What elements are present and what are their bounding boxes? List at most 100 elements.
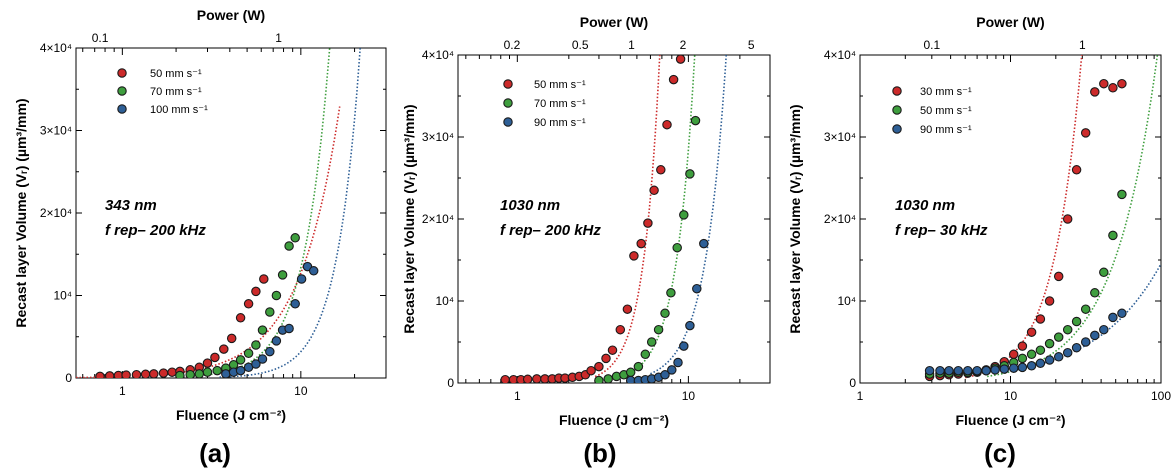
data-point: [981, 365, 991, 376]
data-point: [1080, 337, 1091, 347]
data-point: [963, 365, 973, 376]
data-point: [924, 365, 935, 376]
data-point: [643, 218, 653, 228]
data-point: [1108, 83, 1118, 93]
data-point: [1062, 214, 1073, 224]
data-point: [1026, 349, 1037, 360]
legend-marker: [892, 105, 902, 115]
y-tick-label: 4×10⁴: [824, 48, 856, 62]
data-point: [265, 346, 275, 357]
data-point: [235, 365, 246, 376]
data-point: [1017, 341, 1028, 351]
top-tick-label: 2: [680, 38, 687, 52]
x-tick-label: 10: [1004, 389, 1018, 403]
y-tick-label: 3×10⁴: [824, 130, 856, 144]
panel-letter: (a): [199, 438, 231, 468]
data-point: [1053, 332, 1064, 342]
data-point: [149, 369, 159, 378]
annotation-wavelength: 1030 nm: [895, 197, 955, 214]
data-point: [257, 325, 268, 335]
data-point: [990, 365, 1000, 375]
data-point: [1026, 361, 1037, 371]
data-point: [210, 352, 220, 363]
data-point: [131, 369, 142, 378]
legend-marker: [503, 98, 513, 108]
data-point: [1044, 296, 1055, 306]
data-point: [1071, 316, 1082, 327]
annotation-rep-rate: f rep– 30 kHz: [895, 222, 988, 239]
data-point: [1071, 165, 1082, 175]
data-point: [685, 320, 695, 331]
data-point: [1053, 271, 1064, 282]
data-point: [1044, 338, 1055, 349]
x-axis-title: Fluence (J cm⁻²): [176, 407, 286, 423]
data-point: [935, 365, 945, 376]
data-point: [1035, 345, 1046, 355]
y-tick-label: 10⁴: [435, 294, 454, 308]
data-point: [1035, 358, 1046, 369]
data-point: [675, 55, 686, 64]
data-point: [175, 370, 185, 378]
data-point: [1008, 363, 1019, 373]
data-point: [1108, 230, 1118, 241]
legend-label: 50 mm s⁻¹: [150, 68, 202, 80]
legend-label: 70 mm s⁻¹: [534, 98, 586, 110]
y-tick-label: 0: [447, 376, 454, 390]
data-point: [219, 344, 229, 354]
y-tick-label: 4×10⁴: [422, 48, 454, 62]
data-point: [259, 274, 269, 284]
data-point: [668, 74, 679, 85]
legend-label: 50 mm s⁻¹: [920, 105, 972, 117]
data-point: [290, 299, 300, 309]
data-point: [1053, 352, 1064, 362]
data-point: [308, 266, 319, 276]
data-point: [607, 345, 618, 355]
data-point: [690, 115, 701, 126]
data-point: [662, 119, 672, 130]
legend-marker: [892, 86, 902, 96]
x-tick-label: 10: [294, 384, 308, 398]
data-point: [532, 374, 542, 383]
top-tick-label: 1: [1079, 38, 1086, 52]
y-tick-label: 0: [65, 371, 72, 385]
data-point: [284, 241, 294, 251]
data-point: [226, 333, 237, 344]
data-point: [625, 367, 636, 378]
data-point: [1017, 353, 1028, 364]
data-point: [158, 368, 169, 378]
data-point: [522, 374, 533, 383]
fit-curve-3: [219, 48, 361, 378]
data-point: [243, 348, 254, 359]
annotation-rep-rate: f rep– 200 kHz: [500, 222, 601, 239]
y-tick-label: 3×10⁴: [422, 130, 454, 144]
top-tick-label: 5: [748, 38, 755, 52]
data-point: [1017, 362, 1028, 373]
fit-curve-2: [633, 55, 696, 372]
data-point: [656, 165, 666, 175]
annotation-wavelength: 1030 nm: [500, 197, 560, 214]
x-tick-label: 1: [857, 389, 864, 403]
fit-curve-2: [987, 55, 1159, 378]
data-point: [1117, 308, 1127, 319]
legend-marker: [892, 124, 902, 134]
top-tick-label: 0.5: [572, 38, 589, 52]
data-point: [653, 324, 664, 335]
data-point: [284, 323, 294, 334]
data-point: [140, 369, 151, 378]
data-point: [1062, 324, 1073, 335]
legend-marker: [503, 79, 513, 89]
y-tick-label: 2×10⁴: [824, 212, 856, 226]
data-point: [221, 369, 231, 378]
data-point: [1080, 128, 1091, 138]
data-point: [594, 375, 604, 383]
data-point: [1026, 327, 1037, 337]
top-tick-label: 0.1: [92, 31, 109, 45]
data-point: [1099, 324, 1109, 335]
data-point: [271, 336, 282, 346]
top-tick-label: 1: [275, 31, 282, 45]
legend-label: 70 mm s⁻¹: [150, 86, 202, 98]
data-point: [1117, 78, 1127, 89]
data-point: [636, 238, 646, 249]
